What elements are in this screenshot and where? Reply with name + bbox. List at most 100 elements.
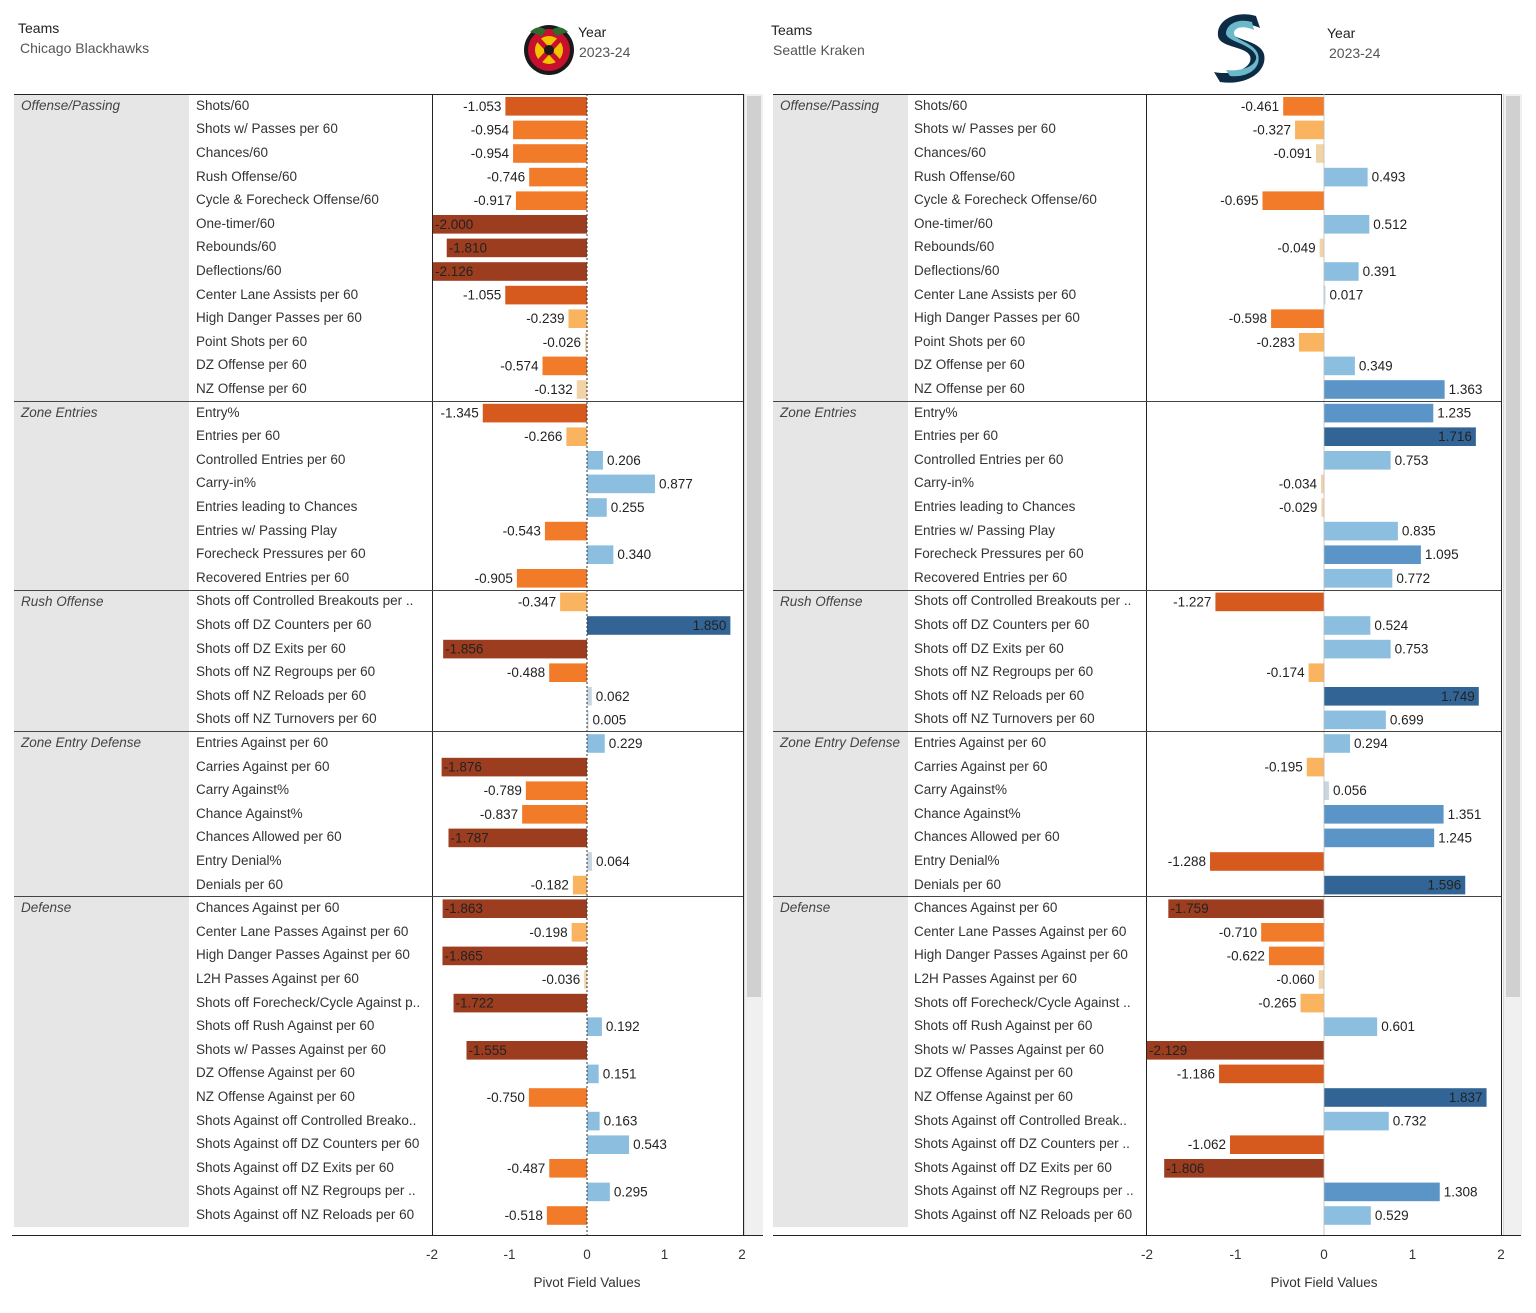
bar[interactable] [522,805,587,824]
bar[interactable] [442,946,587,966]
bar[interactable] [587,1182,610,1202]
bar[interactable] [1324,167,1368,187]
bar[interactable] [587,734,605,753]
bar[interactable] [482,403,587,423]
bar[interactable] [1283,97,1324,116]
bar[interactable] [513,144,587,163]
bar[interactable] [1306,757,1324,777]
bar[interactable] [1324,1182,1440,1202]
bar[interactable] [1164,1159,1324,1178]
bar[interactable] [466,1041,587,1060]
bar[interactable] [1295,120,1324,140]
bar[interactable] [566,427,587,446]
left-panel-scrollbar[interactable] [744,94,763,1235]
bar[interactable] [1324,687,1479,706]
bar[interactable] [1219,1064,1324,1084]
bar[interactable] [1268,946,1324,966]
bar[interactable] [1324,1206,1371,1225]
bar[interactable] [1261,923,1324,942]
scrollbar-thumb[interactable] [1506,96,1520,998]
bar[interactable] [587,616,731,635]
bar[interactable] [433,262,587,281]
bar[interactable] [587,710,589,730]
bar[interactable] [587,1064,599,1084]
bar[interactable] [442,899,587,918]
bar[interactable] [1168,899,1324,918]
bar[interactable] [1315,144,1324,163]
bar[interactable] [587,451,603,470]
bar[interactable] [448,828,587,848]
bar[interactable] [542,356,587,376]
bar[interactable] [1324,545,1421,564]
bar[interactable] [546,1206,587,1225]
bar[interactable] [584,970,587,989]
bar[interactable] [587,852,592,871]
team-name-left[interactable]: Chicago Blackhawks [20,40,150,56]
bar[interactable] [584,333,587,352]
bar[interactable] [1308,663,1324,682]
bar[interactable] [1324,451,1391,470]
year-value-right[interactable]: 2023-24 [1329,45,1381,61]
bar[interactable] [587,1017,602,1036]
bar[interactable] [587,474,655,494]
bar[interactable] [1324,639,1391,659]
bar[interactable] [587,545,614,564]
bar[interactable] [1324,521,1398,541]
bar[interactable] [587,498,607,517]
bar[interactable] [1215,592,1324,612]
bar[interactable] [516,569,587,588]
bar[interactable] [453,993,587,1013]
bar[interactable] [587,1111,600,1131]
year-value-left[interactable]: 2023-24 [579,44,631,60]
bar[interactable] [433,215,587,234]
bar[interactable] [568,309,587,328]
bar[interactable] [1324,380,1445,399]
bar[interactable] [1230,1135,1324,1154]
bar[interactable] [1324,427,1476,446]
bar[interactable] [1324,215,1370,234]
bar[interactable] [1321,498,1324,517]
bar[interactable] [549,1159,587,1178]
bar[interactable] [446,238,587,258]
bar[interactable] [1318,970,1324,989]
bar[interactable] [443,639,587,659]
bar[interactable] [572,875,587,895]
bar[interactable] [1320,474,1324,494]
bar[interactable] [1324,285,1326,305]
bar[interactable] [1210,852,1324,871]
bar[interactable] [1324,1017,1378,1036]
bar[interactable] [1262,191,1324,210]
bar[interactable] [1271,309,1324,328]
bar[interactable] [587,1135,630,1154]
bar[interactable] [1319,238,1324,258]
bar[interactable] [1324,569,1393,588]
bar[interactable] [1324,1088,1487,1107]
bar[interactable] [513,120,587,140]
bar[interactable] [1324,403,1434,423]
bar[interactable] [525,781,587,800]
bar[interactable] [1324,710,1386,730]
bar[interactable] [1324,805,1444,824]
bar[interactable] [505,97,587,116]
bar[interactable] [1324,875,1466,895]
bar[interactable] [1324,734,1351,753]
team-name-right[interactable]: Seattle Kraken [773,42,865,58]
scrollbar-thumb[interactable] [747,96,761,998]
bar[interactable] [576,380,587,399]
bar[interactable] [515,191,587,210]
bar[interactable] [528,1088,587,1107]
bar[interactable] [1324,262,1359,281]
bar[interactable] [571,923,587,942]
bar[interactable] [1298,333,1324,352]
bar[interactable] [560,592,587,612]
bar[interactable] [587,687,592,706]
bar[interactable] [1300,993,1324,1013]
bar[interactable] [1324,781,1329,800]
bar[interactable] [441,757,587,777]
right-panel-scrollbar[interactable] [1503,94,1522,1235]
bar[interactable] [1147,1041,1324,1060]
bar[interactable] [1324,616,1371,635]
bar[interactable] [505,285,587,305]
bar[interactable] [1324,828,1435,848]
bar[interactable] [1324,1111,1389,1131]
